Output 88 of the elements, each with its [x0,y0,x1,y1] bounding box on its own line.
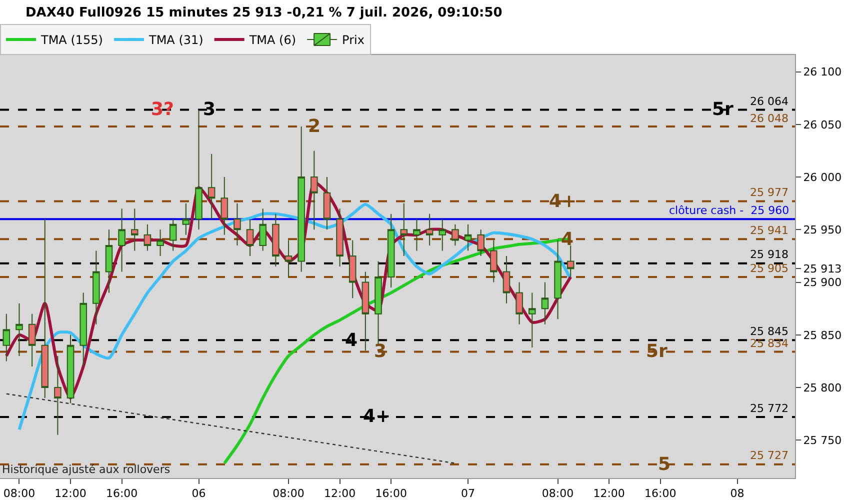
candlestick [413,218,420,252]
candlestick [426,213,434,246]
ref-line-label: 25 905 [750,262,788,275]
y-tick-label: 25 850 [803,328,842,342]
annotation: 4 [345,330,358,351]
chart-title: DAX40 Full0926 15 minutes 25 913 -0,21 % 7 juil. 2026, 09:10:50 [26,6,502,21]
x-tick-label: 08:00 [272,487,304,500]
legend-label: TMA (155) [40,33,103,48]
y-tick-label: 26 100 [803,66,842,79]
candlestick [554,240,562,320]
legend-label: TMA (6) [248,33,296,48]
ref-line-label: 26 064 [750,95,788,108]
annotation: Historique ajusté aux rollovers [2,463,170,476]
candlestick [131,208,138,252]
y-tick-label: 25 900 [803,276,842,290]
legend-label: Prix [342,33,364,48]
x-tick-label: 16:00 [644,487,676,500]
ref-line-label: 25 772 [750,402,788,415]
ref-line-label: 25 941 [750,224,788,237]
annotation: 5r [646,341,668,362]
candlestick [490,240,498,283]
candlestick [336,208,344,267]
candlestick [80,292,87,367]
candlestick [452,224,459,246]
candlestick [259,208,266,252]
candlestick [105,229,113,294]
candlestick [2,313,10,362]
x-tick-label: 06 [192,487,206,500]
candlestick [541,282,549,325]
candlestick [156,229,164,256]
candlestick [169,218,177,252]
candlestick [66,334,74,404]
candlestick [208,153,216,220]
y-tick-label: 25 800 [803,381,842,394]
x-tick-label: 12:00 [324,487,356,500]
candlestick [528,292,536,348]
candlestick [310,150,318,230]
candlestick [182,202,190,236]
ref-line-label: 25 918 [750,248,788,261]
candlestick [323,176,331,230]
x-tick-label: 07 [461,487,476,500]
candlestick [362,271,370,352]
candlestick [387,213,395,288]
candlestick [234,202,241,246]
candlestick [16,302,23,356]
candlestick [438,218,446,252]
annotation: 3 [203,99,216,120]
candlestick [400,202,408,256]
x-tick-label: 12:00 [54,487,86,500]
y-tick-label: 26 050 [803,118,842,132]
x-tick-label: 12:00 [593,487,625,500]
annotation: 5 [658,454,671,475]
candlestick [195,109,202,230]
x-tick-label: 16:00 [375,487,407,500]
y-tick-label: 25 913 [803,262,842,276]
ref-line-label: 26 048 [750,112,788,125]
candlestick [54,355,62,436]
candlestick [118,208,126,272]
y-tick-label: 26 000 [803,170,842,184]
candlestick [284,240,292,278]
annotation: 4+ [549,191,577,212]
candlestick [28,313,36,367]
candlestick [348,240,356,299]
y-tick-label: 25 950 [803,224,842,237]
ref-line-label: clôture cash - 25 960 [669,204,790,217]
candlestick [566,244,574,278]
x-tick-label: 08:00 [3,487,36,500]
ref-line-label: 25 727 [750,449,788,462]
annotation: 3? [151,99,174,120]
x-tick-label: 16:00 [106,487,138,500]
candlestick [144,224,152,252]
candlestick [477,229,484,256]
candlestick [502,255,510,304]
candlestick [92,250,100,325]
y-tick-label: 25 750 [803,434,842,447]
x-tick-label: 08 [730,487,744,500]
candlestick [220,176,228,236]
candlestick [298,126,305,272]
candlestick [516,282,523,325]
ref-line-label: 25 977 [750,186,788,199]
x-tick-label: 08:00 [542,487,574,500]
candlestick [246,218,254,256]
legend-label: TMA (31) [148,33,204,48]
candlestick [464,224,472,252]
ref-line-label: 25 845 [750,325,788,338]
candlestick [272,213,280,267]
candlestick [41,218,49,399]
ref-line-label: 25 834 [750,337,788,350]
